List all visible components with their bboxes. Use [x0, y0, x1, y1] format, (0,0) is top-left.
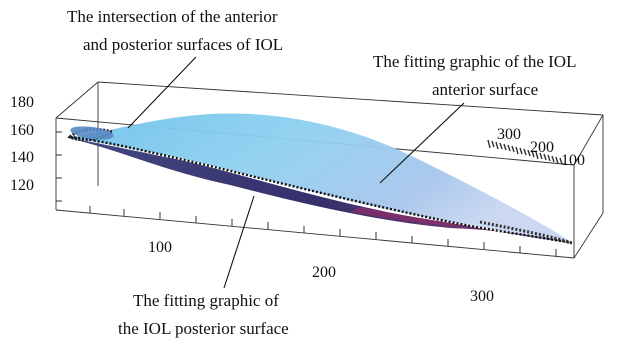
annotation-intersection-line1: The intersection of the anterior [67, 7, 278, 26]
z-tick-label: 140 [10, 149, 34, 166]
y-tick-label: 300 [497, 126, 521, 143]
x-tick-labels: 100 200 300 [148, 239, 494, 305]
annotation-intersection: The intersection of the anterior and pos… [67, 7, 283, 54]
z-tick-label: 120 [10, 177, 34, 194]
annotation-anterior: The fitting graphic of the IOL anterior … [373, 52, 576, 99]
x-tick-label: 200 [312, 264, 336, 281]
y-tick-label: 200 [530, 139, 554, 156]
posterior-highlight [350, 207, 470, 226]
annotation-intersection-line2: and posterior surfaces of IOL [83, 35, 283, 54]
annotation-posterior-line1: The fitting graphic of [133, 291, 279, 310]
x-tick-label: 100 [148, 239, 172, 256]
iol-surfaces [67, 113, 573, 245]
z-axis-ticks [56, 131, 62, 202]
annotation-anterior-line1: The fitting graphic of the IOL [373, 52, 576, 71]
leader-anterior [379, 102, 465, 184]
annotation-posterior: The fitting graphic of the IOL posterior… [118, 291, 289, 338]
box-front-bottom-edge [55, 209, 575, 259]
z-tick-label: 160 [10, 122, 34, 139]
y-axis-ticks [487, 139, 563, 165]
leader-intersection [127, 56, 197, 129]
box-left-top-edge [55, 81, 99, 119]
annotation-posterior-line2: the IOL posterior surface [118, 319, 289, 338]
z-tick-label: 180 [10, 94, 34, 111]
intersection-cap [70, 126, 114, 140]
intersection-edge [69, 135, 573, 245]
leader-posterior [223, 195, 255, 289]
box-right-top-edge [573, 114, 604, 166]
box-back-top-edge [97, 81, 604, 116]
z-tick-labels: 180 160 140 120 [10, 94, 34, 194]
right-intersection-hatch [479, 220, 573, 245]
x-tick-label: 300 [470, 288, 494, 305]
x-axis-ticks [89, 206, 557, 256]
annotation-anterior-line2: anterior surface [432, 80, 538, 99]
y-tick-labels: 300 200 100 [497, 126, 585, 169]
anterior-surface [70, 113, 572, 243]
y-tick-label: 100 [561, 152, 585, 169]
posterior-surface [68, 138, 572, 243]
box-right-bottom-edge [573, 212, 604, 259]
